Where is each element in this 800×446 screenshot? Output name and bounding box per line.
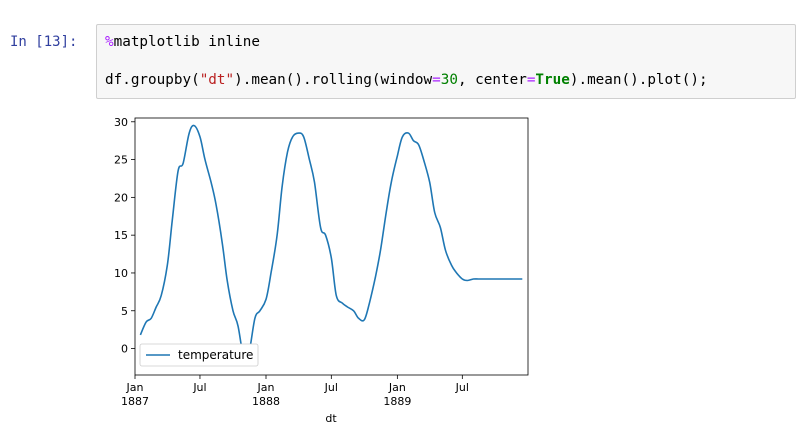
x-tick-label: Jan bbox=[388, 381, 406, 394]
y-tick-label: 5 bbox=[121, 305, 128, 318]
code-token: , center bbox=[457, 72, 527, 88]
code-line-1[interactable]: %matplotlib inline bbox=[105, 34, 260, 50]
x-axis-label: dt bbox=[325, 412, 337, 425]
y-tick-label: 15 bbox=[114, 229, 128, 242]
x-tick-label: Jul bbox=[324, 381, 338, 394]
x-tick-year-label: 1889 bbox=[383, 395, 411, 408]
code-number: 30 bbox=[440, 72, 458, 88]
plot-area bbox=[134, 117, 529, 376]
x-tick-label: Jul bbox=[455, 381, 469, 394]
code-string: "dt" bbox=[199, 72, 235, 88]
legend-label: temperature bbox=[178, 348, 253, 362]
x-tick-year-label: 1888 bbox=[252, 395, 280, 408]
cell-output: 0 5 10 15 20 25 30 Jan 1887 Jul Jan 1888 Jul Jan 1889… bbox=[100, 110, 540, 440]
y-tick-label: 20 bbox=[114, 191, 128, 204]
code-token: ).mean().rolling(window bbox=[234, 72, 433, 88]
magic-percent: % bbox=[105, 34, 114, 50]
x-tick-label: Jan bbox=[257, 381, 275, 394]
magic-command: matplotlib inline bbox=[113, 34, 260, 50]
code-cell[interactable]: %matplotlib inline df.groupby("dt").mean… bbox=[96, 24, 796, 99]
y-tick-label: 30 bbox=[114, 116, 128, 129]
y-tick-label: 10 bbox=[114, 267, 128, 280]
code-token: df.groupby( bbox=[105, 72, 200, 88]
legend: temperature bbox=[139, 343, 259, 367]
x-tick-label: Jul bbox=[192, 381, 206, 394]
code-token: ).mean().plot(); bbox=[569, 72, 708, 88]
code-line-2[interactable]: df.groupby("dt").mean().rolling(window=3… bbox=[105, 72, 708, 88]
code-operator: = bbox=[526, 72, 536, 88]
x-tick-label: Jan bbox=[126, 381, 144, 394]
code-keyword: True bbox=[535, 72, 570, 88]
x-tick-year-label: 1887 bbox=[121, 395, 149, 408]
y-tick-label: 0 bbox=[121, 343, 128, 356]
legend-box bbox=[139, 343, 259, 367]
series-line-temperature bbox=[139, 124, 523, 363]
y-tick-label: 25 bbox=[114, 154, 128, 167]
cell-prompt: In [13]: bbox=[10, 34, 78, 50]
code-operator: = bbox=[432, 72, 441, 88]
